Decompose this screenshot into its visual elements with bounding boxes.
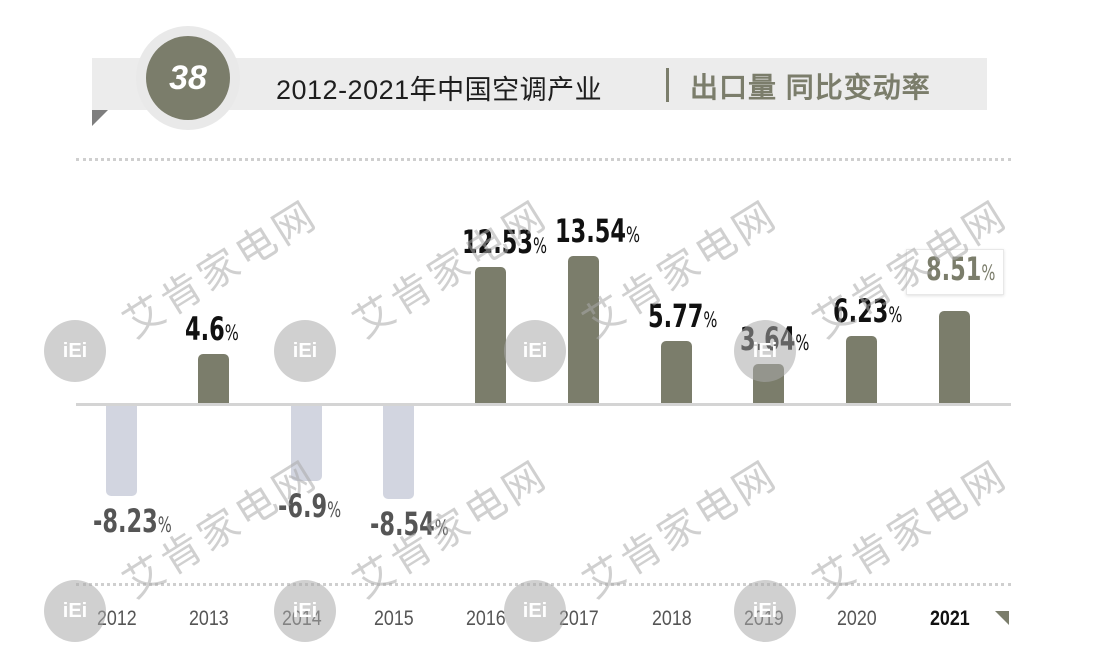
x-tick-2012: 2012 xyxy=(97,607,137,630)
top-dotted-line xyxy=(76,158,1011,161)
bar-2018 xyxy=(661,341,692,404)
value-label-2016: 12.53% xyxy=(462,223,548,262)
watermark-logo-icon: iEi xyxy=(504,580,566,642)
bar-2012 xyxy=(106,406,137,496)
value-label-2013: 4.6% xyxy=(185,309,239,348)
value-label-2012: -8.23% xyxy=(93,501,172,540)
bar-2015 xyxy=(383,406,414,500)
watermark-logo-icon: iEi xyxy=(44,320,106,382)
value-label-2015: -8.54% xyxy=(370,505,449,544)
watermark-logo-icon: iEi xyxy=(504,320,566,382)
x-tick-2015: 2015 xyxy=(374,607,414,630)
x-tick-2021: 2021 xyxy=(930,607,970,630)
chart-subtitle: 出口量 同比变动率 xyxy=(690,72,931,103)
x-tick-2020: 2020 xyxy=(837,607,877,630)
x-tick-2016: 2016 xyxy=(466,607,506,630)
x-tick-2014: 2014 xyxy=(282,607,322,630)
x-tick-2018: 2018 xyxy=(652,607,692,630)
x-tick-2013: 2013 xyxy=(189,607,229,630)
x-tick-2017: 2017 xyxy=(559,607,599,630)
corner-triangle-decoration xyxy=(995,611,1009,625)
value-label-2018: 5.77% xyxy=(648,297,718,336)
bar-2020 xyxy=(846,336,877,404)
value-label-2017: 13.54% xyxy=(555,212,641,251)
title-separator xyxy=(666,68,669,102)
value-label-2020: 6.23% xyxy=(833,292,903,331)
bar-2021 xyxy=(939,311,970,404)
bar-2017 xyxy=(568,256,599,404)
watermark-logo-icon: iEi xyxy=(274,320,336,382)
chart-title: 2012-2021年中国空调产业 xyxy=(276,75,603,105)
bar-2014 xyxy=(291,406,322,482)
value-label-2014: -6.9% xyxy=(278,487,342,526)
bar-2013 xyxy=(198,353,229,404)
zero-axis-line xyxy=(76,403,1011,406)
value-label-2021: 8.51% xyxy=(926,250,996,288)
bar-2016 xyxy=(475,267,506,404)
bar-2019 xyxy=(753,364,784,404)
chart-number-badge: 38 xyxy=(146,36,230,120)
banner-fold-decoration xyxy=(92,110,108,126)
highlight-label-box xyxy=(906,249,1004,295)
value-label-2019: 3.64% xyxy=(740,320,810,359)
x-tick-2019: 2019 xyxy=(744,607,784,630)
title-banner xyxy=(92,58,987,110)
bottom-dotted-line xyxy=(76,583,1011,586)
watermark-text: 艾肯家电网 xyxy=(345,192,556,347)
